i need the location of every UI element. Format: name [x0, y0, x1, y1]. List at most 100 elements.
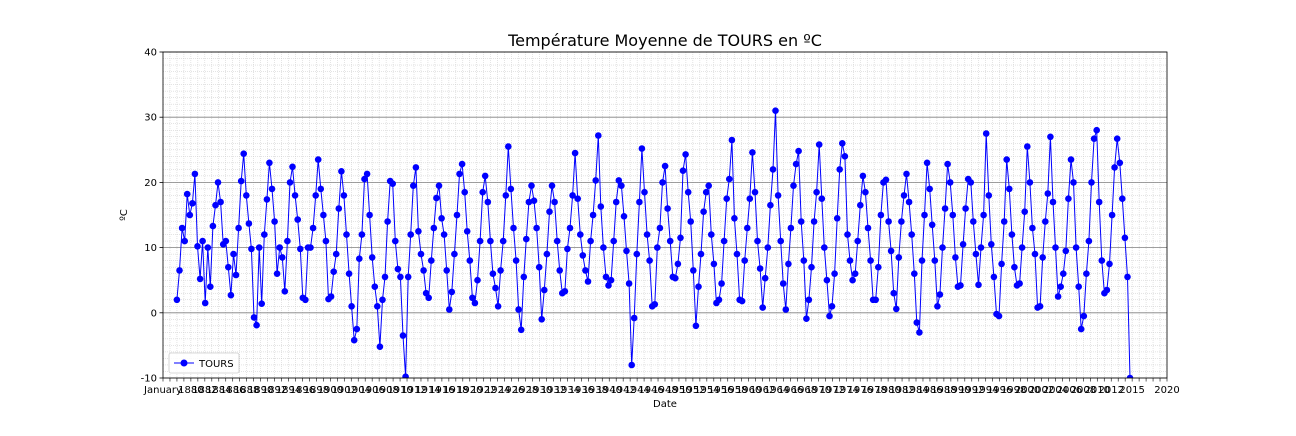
data-point — [286, 179, 294, 186]
data-point — [569, 192, 576, 199]
data-point — [828, 303, 836, 310]
data-point — [959, 241, 967, 248]
data-point — [918, 257, 926, 264]
data-point — [322, 237, 330, 245]
data-point — [314, 156, 322, 163]
data-point — [1070, 179, 1077, 186]
data-point — [538, 316, 545, 323]
data-point — [268, 185, 276, 193]
data-point — [255, 244, 263, 251]
data-point — [363, 170, 371, 178]
data-point — [471, 299, 479, 307]
x-tick-label: 1998 — [1001, 385, 1026, 396]
data-point — [1077, 325, 1085, 333]
x-tick-label: 1938 — [583, 385, 608, 396]
data-point — [237, 177, 245, 185]
data-point — [302, 296, 309, 304]
data-point — [1075, 283, 1082, 291]
data-point — [420, 267, 427, 274]
data-point — [656, 224, 664, 232]
data-point — [1067, 156, 1075, 163]
data-point — [756, 265, 764, 272]
x-tick-label: 1972 — [820, 385, 845, 396]
data-point — [438, 215, 445, 222]
data-point — [674, 260, 682, 268]
data-point — [607, 276, 615, 284]
minor-grid — [162, 51, 1168, 379]
data-point — [1116, 159, 1124, 167]
data-point — [695, 283, 702, 291]
data-point — [276, 244, 284, 251]
data-point — [723, 195, 730, 202]
data-point — [207, 283, 214, 291]
x-tick-label: 1904 — [345, 385, 370, 396]
data-point — [738, 297, 746, 305]
data-point — [564, 245, 571, 253]
data-point — [772, 107, 779, 114]
data-point — [893, 305, 900, 313]
data-point — [356, 255, 363, 262]
data-point — [967, 179, 975, 186]
x-tick-label: 1944 — [624, 385, 649, 396]
data-point — [232, 271, 240, 279]
x-tick-label: 1940 — [596, 385, 621, 396]
data-point — [867, 257, 874, 264]
data-point — [797, 218, 805, 225]
data-point — [487, 237, 494, 245]
data-point — [1111, 164, 1118, 171]
data-point — [923, 159, 931, 167]
x-tick-label: 1912 — [401, 385, 426, 396]
data-point — [476, 237, 484, 245]
data-point — [751, 188, 759, 196]
data-point — [353, 325, 361, 333]
data-point — [230, 250, 237, 258]
data-point — [556, 267, 563, 274]
data-point — [754, 237, 761, 245]
data-point — [1006, 185, 1013, 193]
x-tick-label: 2006 — [1057, 385, 1082, 396]
data-point — [571, 149, 579, 157]
data-point — [851, 270, 859, 278]
data-point — [425, 294, 433, 302]
x-tick-label: 2015 — [1119, 385, 1144, 396]
data-point — [921, 211, 928, 219]
data-point — [332, 250, 340, 258]
x-tick-label: 1900 — [318, 385, 343, 396]
data-point — [764, 244, 772, 251]
data-point — [589, 211, 597, 219]
x-tick-label: 2010 — [1085, 385, 1110, 396]
x-tick-label: 1896 — [290, 385, 315, 396]
data-point — [186, 211, 194, 219]
data-point — [679, 167, 687, 174]
data-point — [651, 301, 659, 308]
data-point — [687, 218, 694, 225]
data-point — [962, 205, 969, 212]
data-point — [898, 218, 905, 225]
y-axis-label: ºC — [119, 209, 130, 221]
data-point — [551, 198, 558, 206]
data-point — [368, 254, 376, 261]
x-tick-label: 1996 — [987, 385, 1012, 396]
data-point — [759, 304, 766, 311]
data-point — [926, 185, 933, 193]
data-point — [939, 244, 946, 251]
data-point — [212, 201, 219, 209]
data-point — [541, 286, 548, 294]
data-point — [466, 257, 474, 264]
data-point — [307, 244, 314, 251]
data-point — [823, 276, 831, 284]
data-point — [309, 224, 317, 232]
data-point — [633, 250, 641, 258]
data-point — [664, 205, 671, 212]
data-point — [998, 260, 1005, 268]
data-point — [682, 151, 689, 158]
data-point — [461, 188, 469, 196]
data-point — [595, 132, 602, 139]
data-point — [366, 211, 373, 219]
x-tick-label: 1886 — [220, 385, 245, 396]
x-tick-label: 1910 — [387, 385, 412, 396]
data-point — [934, 303, 941, 310]
data-point — [1088, 179, 1095, 186]
x-tick-label: 1902 — [332, 385, 357, 396]
data-point — [946, 179, 954, 186]
